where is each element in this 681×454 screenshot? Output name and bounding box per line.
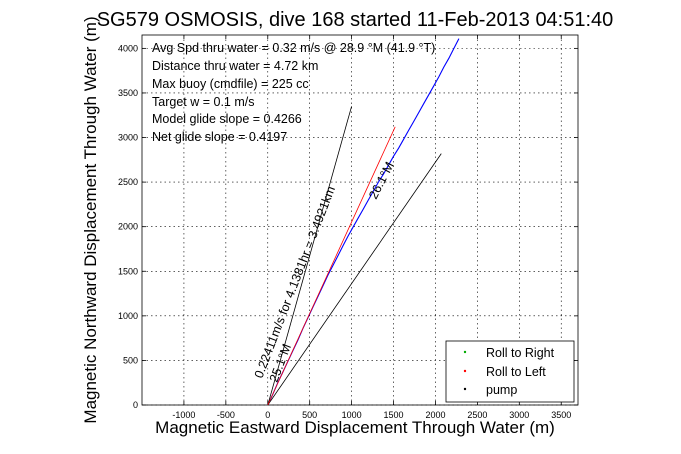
series-line-track [267, 38, 460, 405]
y-tick-label: 2000 [118, 222, 138, 232]
series-line-wind-line-2 [267, 153, 442, 405]
x-tick-label: 500 [302, 410, 317, 420]
series-line-wind-line-1 [267, 106, 352, 405]
legend-label-roll-right: Roll to Right [486, 346, 555, 360]
annotation-net-glide: Net glide slope = 0.4197 [152, 130, 287, 144]
legend: Roll to Right Roll to Left pump [445, 340, 575, 403]
annotation-max-buoy: Max buoy (cmdfile) = 225 cc [152, 77, 309, 91]
plot-frame [141, 34, 579, 406]
series-layer [267, 38, 460, 405]
annotation-block: Avg Spd thru water = 0.32 m/s @ 28.9 °M … [152, 41, 435, 144]
x-tick-label: 2000 [425, 410, 445, 420]
legend-box [445, 340, 575, 403]
x-tick-label: -500 [217, 410, 235, 420]
y-axis-ticks: 0 500 1000 1500 2000 2500 3000 3500 4000 [118, 43, 578, 410]
x-tick-label: 3500 [551, 410, 571, 420]
legend-marker-roll-right [463, 350, 467, 354]
y-axis-label: Magnetic Northward Displacement Through … [81, 16, 100, 423]
legend-label-roll-left: Roll to Left [486, 365, 546, 379]
x-tick-label: 2500 [467, 410, 487, 420]
x-tick-label: -1000 [172, 410, 195, 420]
x-tick-label: 1500 [384, 410, 404, 420]
y-tick-label: 500 [123, 355, 138, 365]
y-tick-label: 1500 [118, 266, 138, 276]
legend-marker-pump [463, 387, 467, 391]
chart-title: SG579 OSMOSIS, dive 168 started 11-Feb-2… [97, 9, 614, 31]
x-tick-label: 0 [265, 410, 270, 420]
annotation-model-glide: Model glide slope = 0.4266 [152, 112, 302, 126]
annotation-distance: Distance thru water = 4.72 km [152, 59, 318, 73]
legend-marker-roll-left [463, 369, 467, 373]
annotation-avg-speed: Avg Spd thru water = 0.32 m/s @ 28.9 °M … [152, 41, 435, 55]
series-line-model-course [267, 126, 396, 405]
grid [142, 35, 578, 406]
y-tick-label: 0 [133, 400, 138, 410]
annotation-target-w: Target w = 0.1 m/s [152, 95, 254, 109]
y-tick-label: 1000 [118, 311, 138, 321]
x-tick-label: 3000 [509, 410, 529, 420]
y-tick-label: 2500 [118, 177, 138, 187]
x-axis-label: Magnetic Eastward Displacement Through W… [155, 418, 555, 437]
x-tick-label: 1000 [342, 410, 362, 420]
y-tick-label: 3000 [118, 133, 138, 143]
y-tick-label: 4000 [118, 43, 138, 53]
y-tick-label: 3500 [118, 88, 138, 98]
legend-label-pump: pump [486, 383, 517, 397]
